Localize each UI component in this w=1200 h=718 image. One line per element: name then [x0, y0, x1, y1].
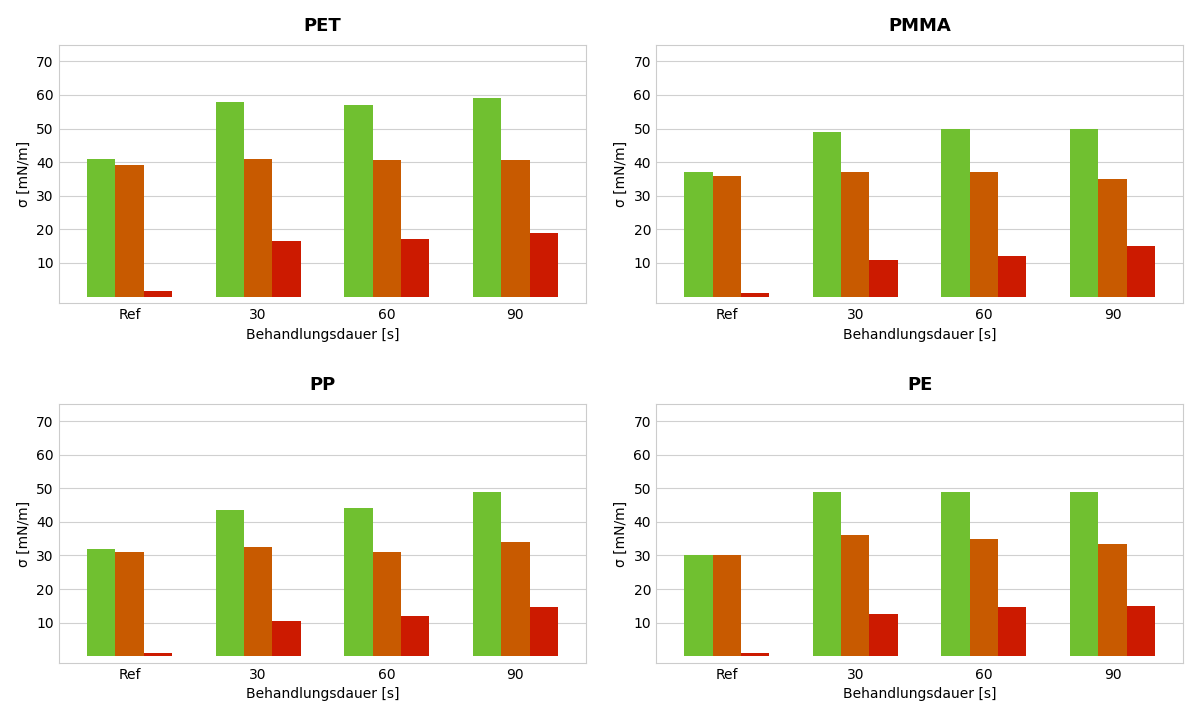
Title: PET: PET	[304, 17, 341, 34]
Bar	[740, 653, 769, 656]
Bar	[998, 607, 1026, 656]
Bar	[1070, 129, 1098, 297]
Bar	[502, 542, 529, 656]
Bar	[372, 552, 401, 656]
Y-axis label: σ [mN/m]: σ [mN/m]	[17, 500, 31, 567]
Bar	[344, 508, 372, 656]
Bar	[740, 293, 769, 297]
Bar	[88, 159, 115, 297]
Bar	[1127, 246, 1156, 297]
Title: PMMA: PMMA	[888, 17, 952, 34]
X-axis label: Behandlungsdauer [s]: Behandlungsdauer [s]	[842, 327, 996, 342]
Bar	[216, 102, 244, 297]
Bar	[684, 172, 713, 297]
Title: PE: PE	[907, 376, 932, 394]
Bar	[870, 614, 898, 656]
Bar	[115, 165, 144, 297]
Bar	[1098, 544, 1127, 656]
Bar	[216, 510, 244, 656]
Bar	[1070, 492, 1098, 656]
Bar	[344, 105, 372, 297]
Bar	[401, 616, 430, 656]
Bar	[1127, 606, 1156, 656]
Title: PP: PP	[310, 376, 336, 394]
Bar	[115, 552, 144, 656]
Bar	[144, 292, 172, 297]
Bar	[942, 492, 970, 656]
Bar	[970, 538, 998, 656]
X-axis label: Behandlungsdauer [s]: Behandlungsdauer [s]	[842, 687, 996, 701]
Bar	[244, 547, 272, 656]
Bar	[870, 259, 898, 297]
Bar	[144, 653, 172, 656]
Y-axis label: σ [mN/m]: σ [mN/m]	[614, 500, 628, 567]
Bar	[998, 256, 1026, 297]
X-axis label: Behandlungsdauer [s]: Behandlungsdauer [s]	[246, 687, 400, 701]
Bar	[502, 160, 529, 297]
Bar	[841, 172, 870, 297]
Bar	[942, 129, 970, 297]
Bar	[713, 556, 740, 656]
Bar	[529, 607, 558, 656]
Bar	[272, 621, 300, 656]
Bar	[713, 176, 740, 297]
Bar	[473, 98, 502, 297]
Bar	[812, 492, 841, 656]
Bar	[970, 172, 998, 297]
X-axis label: Behandlungsdauer [s]: Behandlungsdauer [s]	[246, 327, 400, 342]
Bar	[812, 132, 841, 297]
Bar	[1098, 179, 1127, 297]
Bar	[272, 241, 300, 297]
Bar	[841, 535, 870, 656]
Bar	[372, 160, 401, 297]
Y-axis label: σ [mN/m]: σ [mN/m]	[17, 141, 31, 207]
Bar	[684, 556, 713, 656]
Bar	[401, 239, 430, 297]
Bar	[88, 549, 115, 656]
Y-axis label: σ [mN/m]: σ [mN/m]	[614, 141, 628, 207]
Bar	[529, 233, 558, 297]
Bar	[244, 159, 272, 297]
Bar	[473, 492, 502, 656]
